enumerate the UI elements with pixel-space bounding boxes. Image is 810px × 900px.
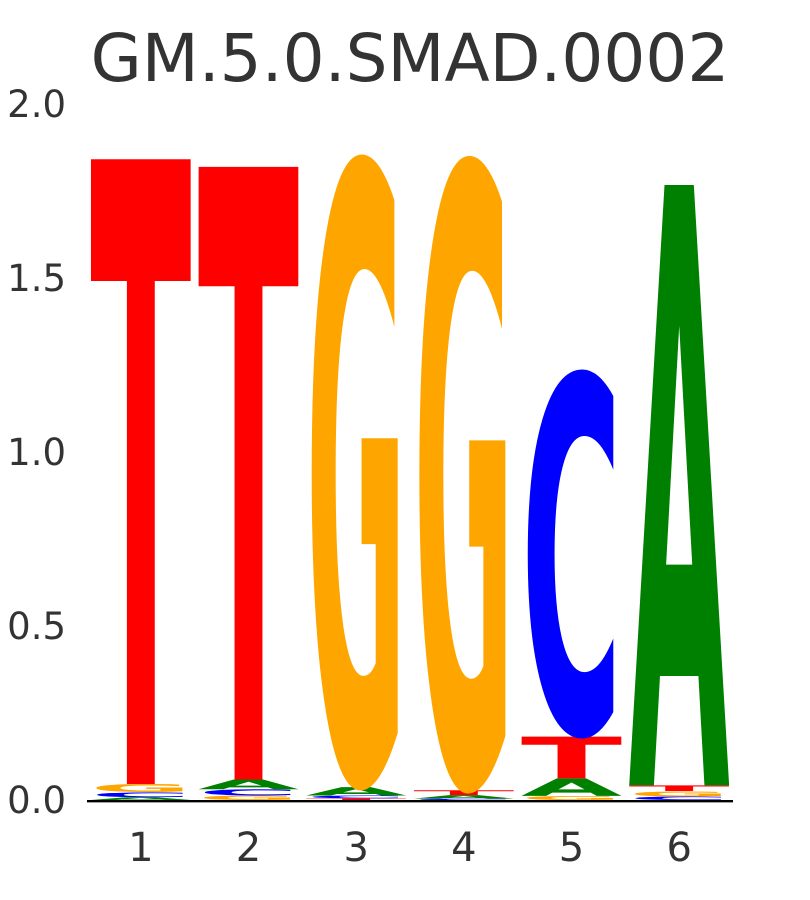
logo-letter-C-3: C: [306, 795, 407, 799]
logo-letter-G-6: G: [629, 790, 730, 799]
x-tick-label: 6: [666, 825, 691, 871]
logo-letter-C-5: C: [521, 278, 622, 847]
x-tick-label: 4: [451, 825, 476, 871]
logo-letter-T-1: T: [90, 0, 192, 900]
logo-letter-T-3: T: [306, 798, 407, 801]
logo-letter-G-1: G: [90, 782, 191, 795]
y-tick-label: 0.0: [7, 779, 66, 822]
x-tick-label: 5: [559, 825, 584, 871]
logo-letter-C-6: C: [629, 796, 730, 801]
logo-letter-C-4: C: [413, 798, 514, 800]
logo-letter-A-4: A: [413, 794, 514, 800]
logo-letter-A-5: A: [521, 774, 622, 802]
logo-letter-G-2: G: [198, 794, 299, 801]
y-tick-label: 0.5: [7, 605, 66, 648]
logo-letter-A-6: A: [629, 22, 731, 900]
chart-title: GM.5.0.SMAD.0002: [90, 20, 730, 97]
x-tick-label: 3: [343, 825, 368, 871]
x-tick-label: 2: [236, 825, 261, 871]
logo-letter-G-4: G: [413, 0, 514, 900]
logo-letter-C-2: C: [198, 788, 299, 798]
logo-letter-A-1: A: [90, 796, 191, 800]
logo-letter-A-3: A: [306, 785, 407, 798]
x-tick-label: 1: [128, 825, 153, 871]
logo-letter-C-1: C: [90, 791, 191, 798]
y-tick-label: 1.5: [7, 257, 66, 300]
logo-letter-T-5: T: [521, 725, 623, 792]
y-tick-label: 2.0: [7, 83, 66, 126]
logo-letter-A-2: A: [198, 777, 299, 792]
logo-letter-T-4: T: [413, 789, 514, 797]
logo-letter-T-6: T: [629, 784, 730, 793]
logo-letter-G-5: G: [521, 795, 622, 801]
y-tick-label: 1.0: [7, 431, 66, 474]
logo-letter-T-2: T: [198, 0, 300, 900]
logo-letter-G-3: G: [306, 0, 407, 900]
